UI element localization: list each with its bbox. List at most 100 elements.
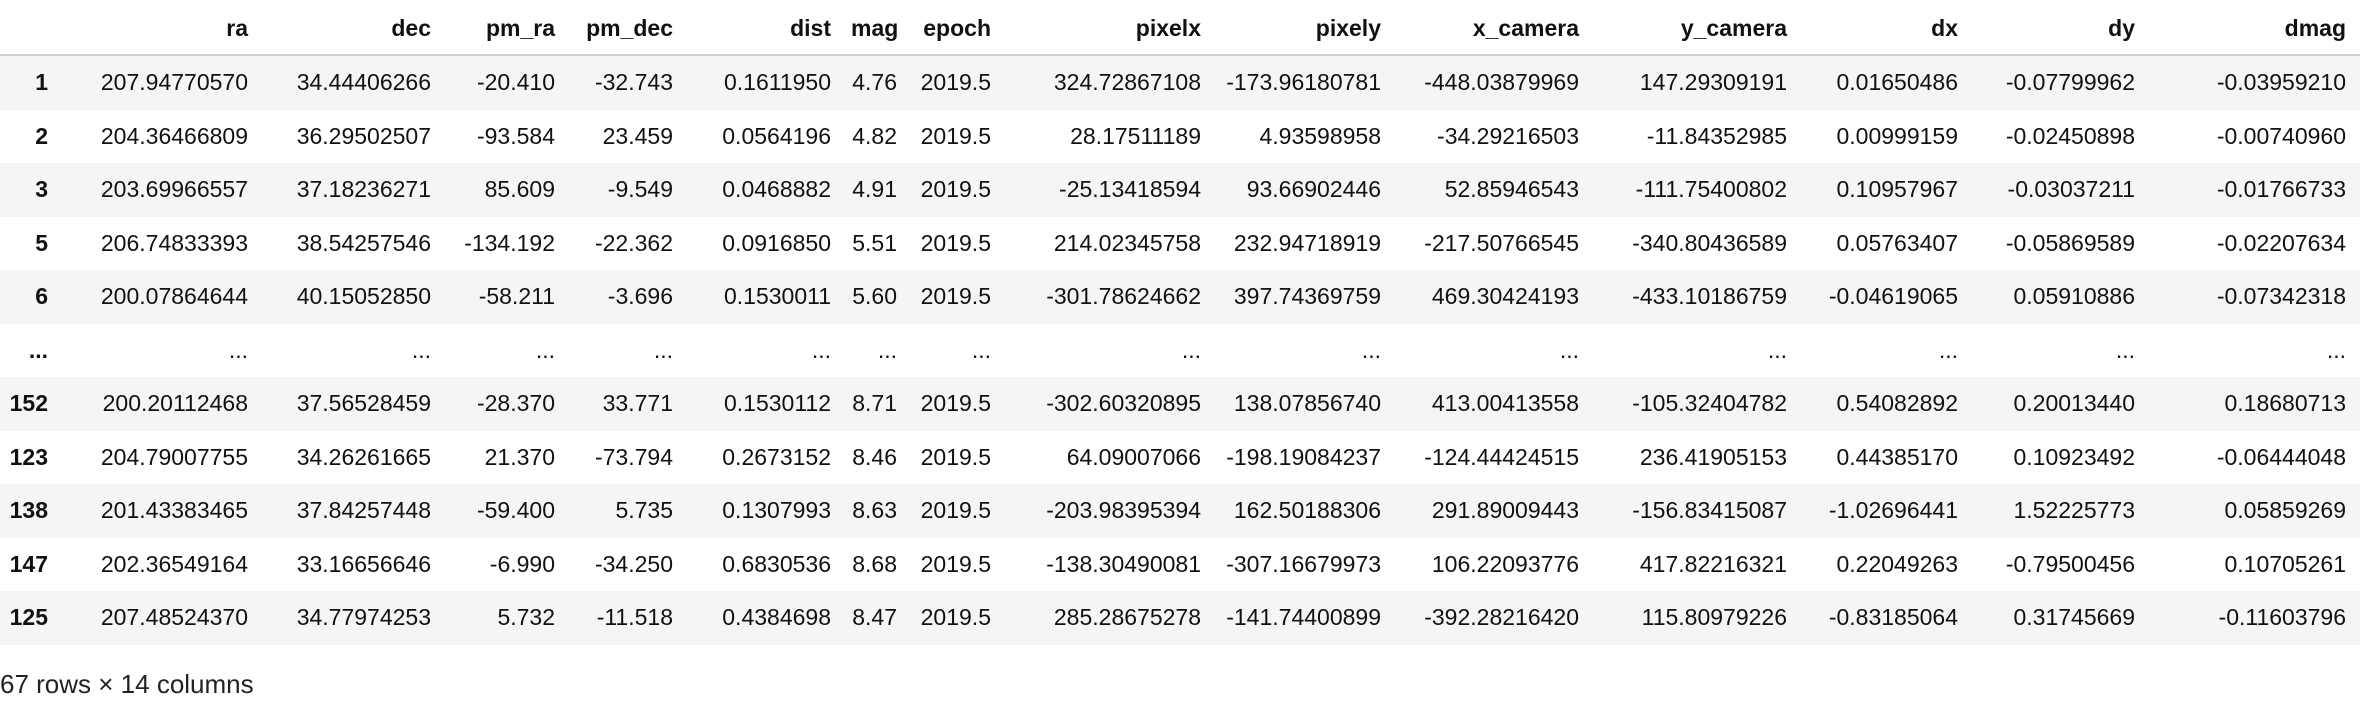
- cell-x-camera: 413.00413558: [1431, 390, 1579, 417]
- cell-dmag: -0.07342318: [2216, 283, 2346, 310]
- cell-epoch: 2019.5: [920, 176, 991, 203]
- cell-pixelx: -302.60320895: [1046, 390, 1201, 417]
- cell-dy: 0.05910886: [2013, 283, 2135, 310]
- cell-epoch: 2019.5: [920, 283, 991, 310]
- cell-x-camera: 52.85946543: [1444, 176, 1579, 203]
- cell-pixelx: -301.78624662: [1046, 283, 1201, 310]
- dataframe-table: ra dec pm_ra pm_dec dist mag epoch pixelx pixely…: [0, 2, 2360, 645]
- cell-dmag: 0.18680713: [2224, 390, 2346, 417]
- cell-x-camera: 469.30424193: [1431, 283, 1579, 310]
- cell-mag: 5.60: [852, 283, 897, 310]
- cell-pixely: -307.16679973: [1226, 550, 1381, 577]
- cell-pixelx: -203.98395394: [1046, 497, 1201, 524]
- cell-dist: 0.6830536: [722, 550, 831, 577]
- cell-mag: 8.68: [852, 550, 897, 577]
- row-index: 152: [9, 390, 48, 417]
- cell-dist: 0.0468882: [722, 176, 831, 203]
- column-header-dist: dist: [687, 2, 845, 56]
- cell-ra: 203.69966557: [100, 176, 248, 203]
- cell-dec: 37.56528459: [296, 390, 431, 417]
- table-row: 147 202.36549164 33.16656646 -6.990 -34.250 0…: [0, 537, 2360, 591]
- cell-pm-ra: ...: [535, 336, 555, 363]
- cell-pm-ra: -58.211: [478, 283, 555, 310]
- cell-dec: 38.54257546: [296, 229, 431, 256]
- cell-dy: 0.31745669: [2013, 604, 2135, 631]
- cell-dx: 0.05763407: [1836, 229, 1958, 256]
- row-index: 2: [35, 122, 48, 149]
- cell-mag: 8.71: [852, 390, 897, 417]
- row-index: 125: [9, 604, 48, 631]
- cell-pixelx: 324.72867108: [1053, 69, 1201, 96]
- cell-dec: 40.15052850: [296, 283, 431, 310]
- cell-pixelx: 28.17511189: [1070, 122, 1201, 149]
- cell-dist: 0.2673152: [722, 443, 831, 470]
- cell-pixely: -198.19084237: [1226, 443, 1381, 470]
- cell-pixely: -173.96180781: [1226, 69, 1381, 96]
- cell-dmag: -0.11603796: [2218, 604, 2346, 631]
- cell-pm-ra: 85.609: [484, 176, 555, 203]
- ellipsis-row: ........................................…: [0, 323, 2360, 377]
- cell-dx: ...: [1938, 336, 1958, 363]
- table-row: 123 204.79007755 34.26261665 21.370 -73.794 0…: [0, 430, 2360, 484]
- cell-dx: 0.10957967: [1836, 176, 1958, 203]
- cell-pm-dec: ...: [653, 336, 673, 363]
- cell-dy: ...: [2115, 336, 2135, 363]
- cell-pm-ra: -134.192: [464, 229, 555, 256]
- row-index: 1: [35, 69, 48, 96]
- cell-mag: 8.63: [852, 497, 897, 524]
- cell-epoch: 2019.5: [920, 229, 991, 256]
- cell-ra: 200.07864644: [100, 283, 248, 310]
- table-row: 5 206.74833393 38.54257546 -134.192 -22.362 0…: [0, 216, 2360, 270]
- cell-epoch: 2019.5: [920, 443, 991, 470]
- cell-dmag: -0.01766733: [2216, 176, 2346, 203]
- cell-pm-ra: 5.732: [497, 604, 555, 631]
- cell-epoch: 2019.5: [920, 604, 991, 631]
- cell-dmag: -0.03959210: [2216, 69, 2346, 96]
- cell-epoch: 2019.5: [920, 390, 991, 417]
- column-header-dy: dy: [1972, 2, 2149, 56]
- row-index: 138: [9, 497, 48, 524]
- cell-pixelx: ...: [1181, 336, 1201, 363]
- cell-y-camera: -433.10186759: [1632, 283, 1787, 310]
- cell-mag: 8.46: [852, 443, 897, 470]
- cell-dx: -0.04619065: [1828, 283, 1958, 310]
- cell-pixelx: -138.30490081: [1046, 550, 1201, 577]
- cell-dx: -0.83185064: [1828, 604, 1958, 631]
- cell-mag: 4.91: [852, 176, 897, 203]
- column-header-epoch: epoch: [911, 2, 1005, 56]
- column-header-dx: dx: [1801, 2, 1972, 56]
- cell-y-camera: 147.29309191: [1639, 69, 1787, 96]
- cell-ra: 202.36549164: [100, 550, 248, 577]
- column-header-pm-dec: pm_dec: [569, 2, 687, 56]
- cell-dmag: -0.00740960: [2216, 122, 2346, 149]
- cell-y-camera: 236.41905153: [1639, 443, 1787, 470]
- cell-pm-dec: 33.771: [602, 390, 673, 417]
- cell-dx: 0.00999159: [1836, 122, 1958, 149]
- cell-y-camera: ...: [1767, 336, 1787, 363]
- cell-dist: 0.1307993: [722, 497, 831, 524]
- cell-dmag: 0.05859269: [2224, 497, 2346, 524]
- cell-ra: 204.79007755: [100, 443, 248, 470]
- index-header: [0, 2, 62, 56]
- cell-dy: 0.20013440: [2013, 390, 2135, 417]
- cell-ra: 206.74833393: [100, 229, 248, 256]
- cell-pm-ra: -59.400: [476, 497, 555, 524]
- cell-epoch: ...: [971, 336, 991, 363]
- cell-mag: 8.47: [852, 604, 897, 631]
- cell-dmag: -0.02207634: [2216, 229, 2346, 256]
- cell-pm-ra: -93.584: [476, 122, 555, 149]
- cell-dx: 0.54082892: [1836, 390, 1958, 417]
- row-index: 5: [35, 229, 48, 256]
- cell-pm-dec: -32.743: [594, 69, 673, 96]
- column-header-ra: ra: [62, 2, 262, 56]
- table-body: 1 207.94770570 34.44406266 -20.410 -32.743 0.…: [0, 55, 2360, 645]
- cell-dec: 34.26261665: [296, 443, 431, 470]
- column-header-dmag: dmag: [2149, 2, 2360, 56]
- table-row: 3 203.69966557 37.18236271 85.609 -9.549 0.04…: [0, 163, 2360, 217]
- cell-y-camera: -11.84352985: [1646, 122, 1787, 149]
- cell-dec: 34.44406266: [296, 69, 431, 96]
- column-header-pm-ra: pm_ra: [445, 2, 569, 56]
- column-header-dec: dec: [262, 2, 445, 56]
- cell-mag: 4.82: [852, 122, 897, 149]
- cell-pm-dec: -11.518: [596, 604, 673, 631]
